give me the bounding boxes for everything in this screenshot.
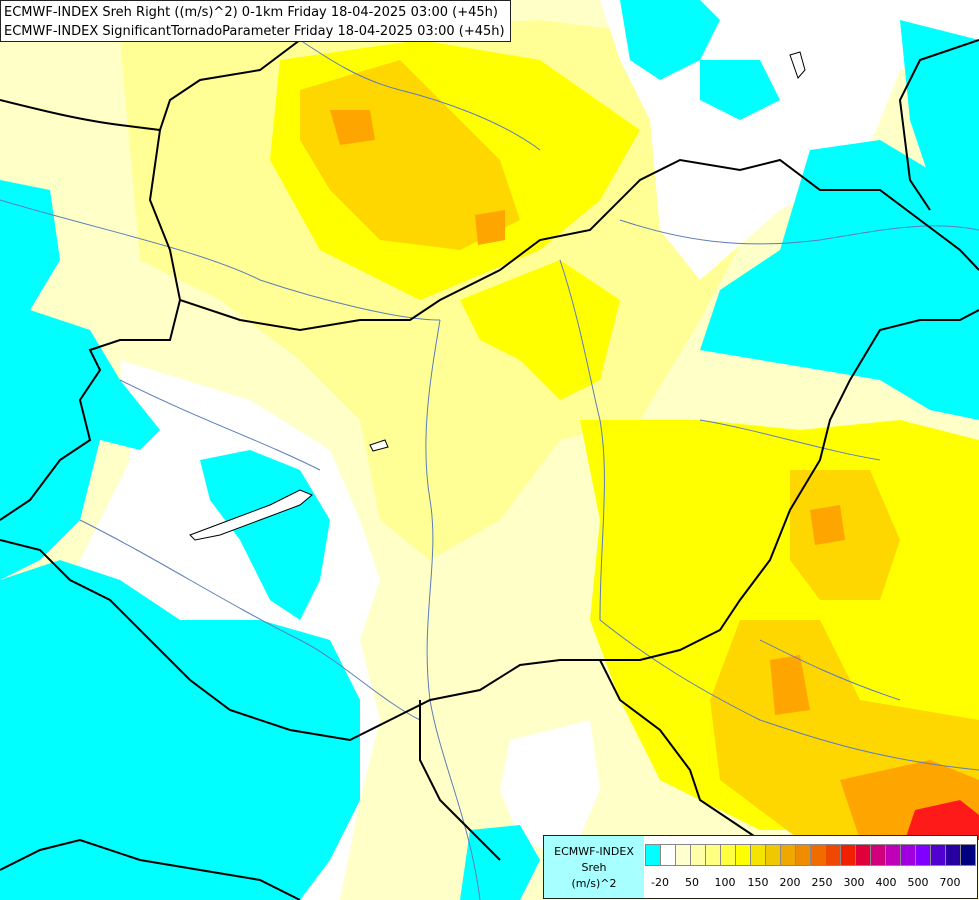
field-gold-east: [790, 470, 900, 600]
legend-swatch: [915, 844, 931, 866]
legend-swatch: [855, 844, 871, 866]
legend-tick: 200: [779, 876, 801, 889]
legend-tick: 300: [843, 876, 865, 889]
legend-tick: -20: [651, 876, 669, 889]
legend-tick: 100: [714, 876, 736, 889]
legend-swatch: [870, 844, 886, 866]
map-title-box: ECMWF-INDEX Sreh Right ((m/s)^2) 0-1km F…: [0, 0, 511, 42]
field-cyan-south: [460, 825, 540, 900]
legend-swatch: [825, 844, 841, 866]
field-cyan-west: [0, 180, 160, 580]
legend-swatch: [705, 844, 721, 866]
legend-swatch: [660, 844, 676, 866]
field-cyan-east: [700, 140, 979, 420]
legend-model: ECMWF-INDEX: [554, 845, 634, 858]
field-yellow-central: [460, 260, 620, 400]
legend-tick: 500: [907, 876, 929, 889]
field-cyan-northeast: [620, 0, 720, 80]
lake-north-east: [789, 51, 806, 79]
legend-swatch: [960, 844, 976, 866]
field-orange-3: [810, 505, 845, 545]
lake-small: [369, 439, 389, 452]
legend-swatch: [735, 844, 751, 866]
field-orange-4: [770, 655, 810, 715]
legend-tick: 50: [685, 876, 699, 889]
color-legend: ECMWF-INDEX Sreh (m/s)^2 -20 50 100 150 200 2…: [543, 835, 978, 899]
title-line-2: ECMWF-INDEX SignificantTornadoParameter …: [4, 24, 505, 39]
legend-swatch: [675, 844, 691, 866]
legend-swatch: [720, 844, 736, 866]
legend-swatch: [900, 844, 916, 866]
legend-tick: 150: [747, 876, 769, 889]
legend-swatch: [645, 844, 661, 866]
field-cyan-north-small: [700, 60, 780, 120]
legend-swatch: [945, 844, 961, 866]
legend-swatch: [795, 844, 811, 866]
legend-swatch: [930, 844, 946, 866]
field-white-north-east: [600, 0, 979, 280]
legend-variable: Sreh: [581, 861, 607, 874]
legend-unit: (m/s)^2: [571, 877, 617, 890]
legend-tick: 250: [811, 876, 833, 889]
legend-label: ECMWF-INDEX Sreh (m/s)^2: [544, 836, 644, 898]
legend-swatch: [840, 844, 856, 866]
legend-swatch: [750, 844, 766, 866]
legend-swatch: [690, 844, 706, 866]
field-cyan-southwest: [0, 560, 360, 900]
legend-swatch: [765, 844, 781, 866]
title-line-1: ECMWF-INDEX Sreh Right ((m/s)^2) 0-1km F…: [4, 5, 498, 20]
field-white-south: [500, 720, 600, 860]
field-red-hotspot: [905, 800, 979, 840]
legend-swatch: [885, 844, 901, 866]
lake-balaton: [189, 489, 313, 541]
legend-tick: 700: [939, 876, 961, 889]
field-orange-2: [475, 210, 505, 245]
rivers: [0, 39, 979, 900]
field-gold-north: [300, 60, 520, 250]
legend-swatch: [810, 844, 826, 866]
legend-swatch: [780, 844, 796, 866]
field-cyan-northeast-2: [900, 20, 979, 200]
field-orange-1: [330, 110, 375, 145]
legend-tick: 400: [875, 876, 897, 889]
